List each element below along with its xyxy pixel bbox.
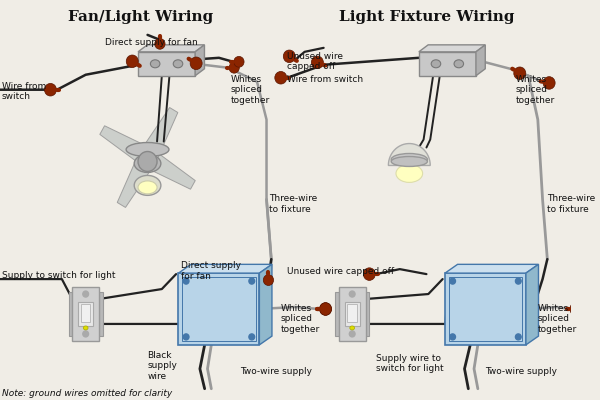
Circle shape xyxy=(364,268,376,280)
Ellipse shape xyxy=(396,164,422,182)
Text: Supply to switch for light: Supply to switch for light xyxy=(2,271,115,280)
Circle shape xyxy=(515,278,521,284)
Text: Wire from
switch: Wire from switch xyxy=(2,82,46,101)
Polygon shape xyxy=(445,264,538,273)
Circle shape xyxy=(83,331,89,337)
Text: Two-wire supply: Two-wire supply xyxy=(485,367,557,376)
Circle shape xyxy=(183,334,189,340)
Text: Note: ground wires omitted for clarity: Note: ground wires omitted for clarity xyxy=(2,389,172,398)
Ellipse shape xyxy=(151,60,160,68)
Ellipse shape xyxy=(391,156,427,166)
Ellipse shape xyxy=(391,154,427,166)
Ellipse shape xyxy=(431,60,441,68)
Text: Whites
spliced
together: Whites spliced together xyxy=(281,304,320,334)
Circle shape xyxy=(138,152,157,172)
Circle shape xyxy=(514,67,526,80)
Text: Black
supply
wire: Black supply wire xyxy=(148,351,178,381)
Polygon shape xyxy=(138,45,205,52)
Polygon shape xyxy=(388,144,430,166)
Text: Whites
spliced
together: Whites spliced together xyxy=(516,75,555,104)
Circle shape xyxy=(320,303,332,315)
Bar xyxy=(73,286,99,341)
Ellipse shape xyxy=(350,326,355,330)
Circle shape xyxy=(320,303,332,315)
Circle shape xyxy=(249,334,254,340)
Ellipse shape xyxy=(173,60,183,68)
Circle shape xyxy=(450,334,455,340)
Ellipse shape xyxy=(126,142,169,156)
Bar xyxy=(178,273,259,345)
Ellipse shape xyxy=(134,176,161,195)
Circle shape xyxy=(263,275,274,286)
Polygon shape xyxy=(178,264,272,273)
Circle shape xyxy=(83,291,89,297)
Polygon shape xyxy=(259,264,272,345)
Circle shape xyxy=(249,278,254,284)
Text: Wire from switch: Wire from switch xyxy=(287,75,364,84)
Text: Three-wire
to fixture: Three-wire to fixture xyxy=(269,194,317,214)
Polygon shape xyxy=(100,126,152,166)
Bar xyxy=(138,52,195,76)
Polygon shape xyxy=(195,45,205,76)
Polygon shape xyxy=(419,45,485,52)
Circle shape xyxy=(311,56,323,69)
Circle shape xyxy=(570,303,582,315)
Polygon shape xyxy=(476,45,485,76)
Text: Direct supply
for fan: Direct supply for fan xyxy=(181,261,241,280)
Ellipse shape xyxy=(138,181,157,194)
Ellipse shape xyxy=(454,60,464,68)
Bar xyxy=(99,292,103,336)
Bar xyxy=(78,302,93,326)
Text: Light Fixture Wiring: Light Fixture Wiring xyxy=(338,10,514,24)
Bar xyxy=(347,304,357,322)
Circle shape xyxy=(283,50,295,62)
Circle shape xyxy=(450,278,455,284)
Bar xyxy=(182,277,256,341)
Text: Fan/Light Wiring: Fan/Light Wiring xyxy=(68,10,214,24)
Bar xyxy=(344,302,360,326)
Circle shape xyxy=(515,334,521,340)
Text: Three-wire
to fixture: Three-wire to fixture xyxy=(547,194,596,214)
Ellipse shape xyxy=(83,326,88,330)
Circle shape xyxy=(349,331,355,337)
Bar xyxy=(365,292,370,336)
Circle shape xyxy=(183,278,189,284)
Circle shape xyxy=(126,55,138,68)
Circle shape xyxy=(155,38,165,49)
Bar xyxy=(419,52,476,76)
Circle shape xyxy=(44,84,56,96)
Text: Unused wire capped off: Unused wire capped off xyxy=(287,267,395,276)
Bar xyxy=(335,292,339,336)
Polygon shape xyxy=(139,108,178,162)
Polygon shape xyxy=(117,152,156,208)
Circle shape xyxy=(543,77,555,89)
Polygon shape xyxy=(143,149,195,189)
Circle shape xyxy=(229,62,239,73)
Text: Whites
spliced
together: Whites spliced together xyxy=(230,75,269,104)
Text: Unused wire
capped off: Unused wire capped off xyxy=(287,52,343,71)
Text: Direct supply for fan: Direct supply for fan xyxy=(105,38,197,47)
Circle shape xyxy=(190,57,202,70)
Bar xyxy=(339,286,365,341)
Circle shape xyxy=(349,291,355,297)
Bar xyxy=(445,273,526,345)
Circle shape xyxy=(275,72,287,84)
Text: Whites
spliced
together: Whites spliced together xyxy=(538,304,577,334)
Text: Two-wire supply: Two-wire supply xyxy=(240,367,312,376)
Bar xyxy=(81,304,91,322)
Text: Supply wire to
switch for light: Supply wire to switch for light xyxy=(376,354,443,373)
Bar xyxy=(68,292,73,336)
Ellipse shape xyxy=(134,154,161,172)
Polygon shape xyxy=(526,264,538,345)
Bar xyxy=(449,277,522,341)
Circle shape xyxy=(234,56,244,67)
